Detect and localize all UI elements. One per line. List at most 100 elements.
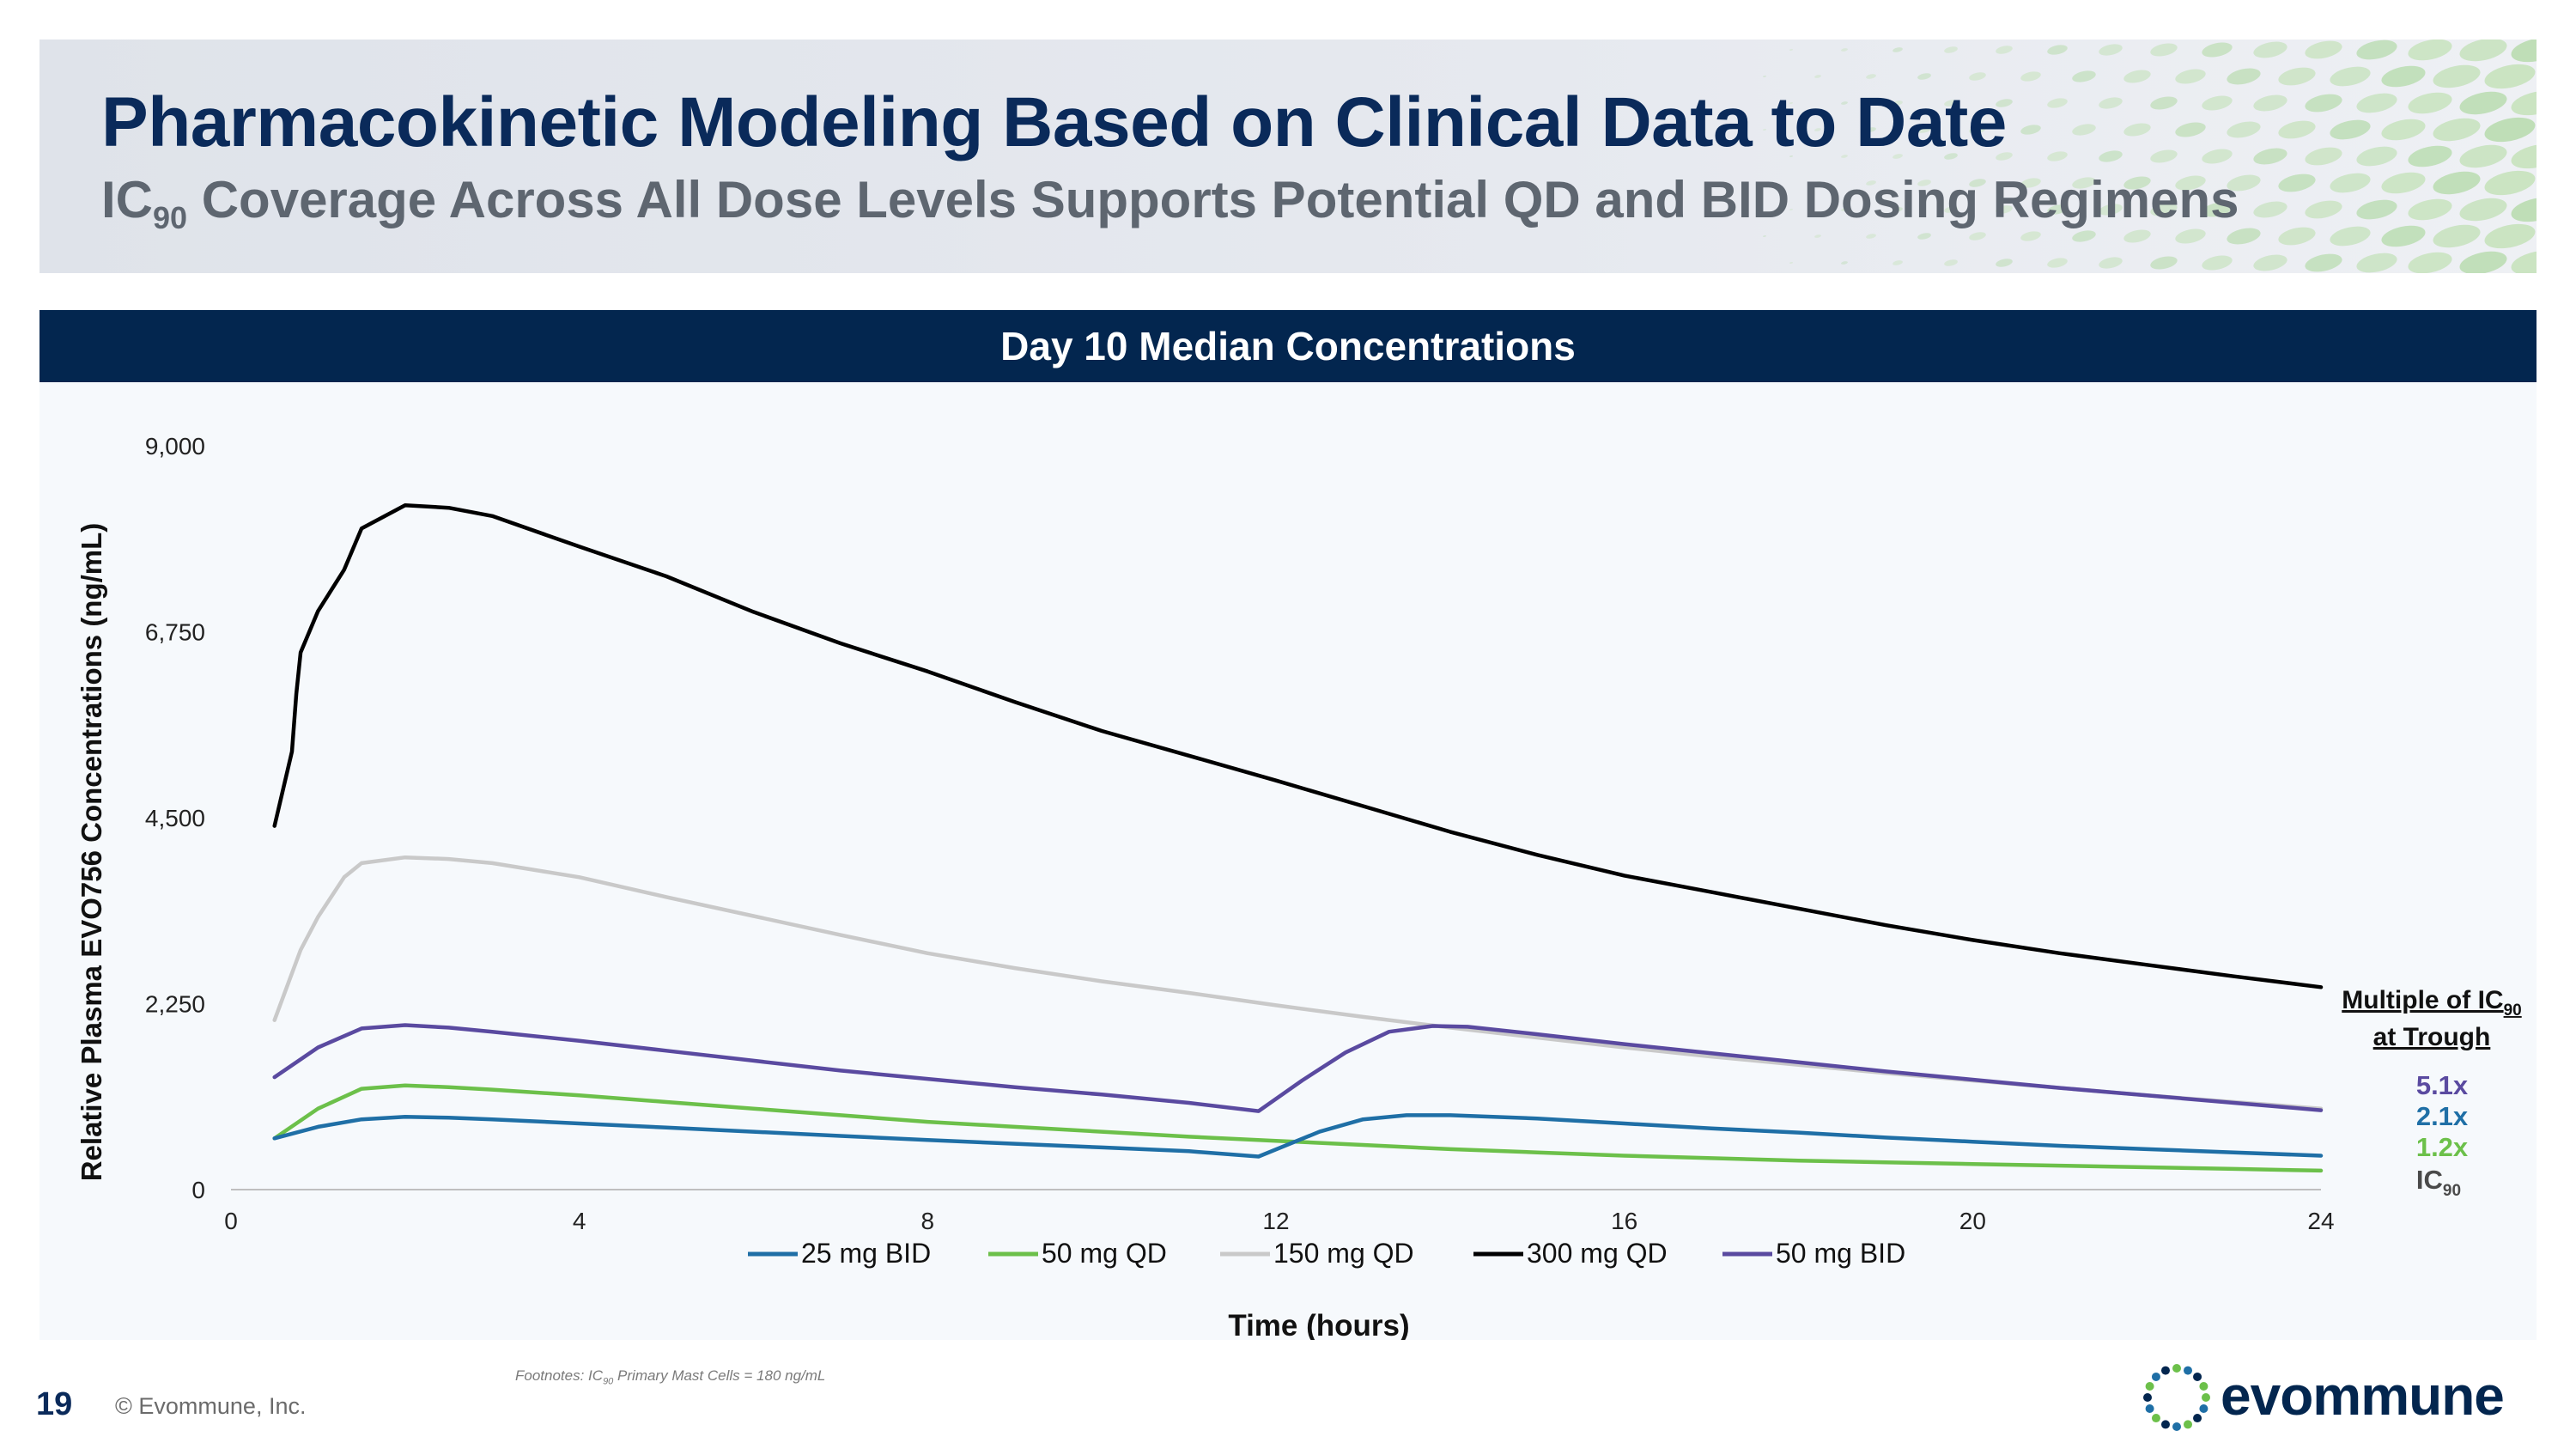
decor-dot bbox=[2433, 118, 2481, 142]
decor-dot bbox=[2227, 68, 2261, 85]
logo-dot bbox=[2199, 1381, 2208, 1391]
decor-dot bbox=[2381, 119, 2426, 141]
decor-dot bbox=[2305, 40, 2342, 59]
y-tick-label: 9,000 bbox=[145, 433, 205, 460]
legend-label: 300 mg QD bbox=[1527, 1238, 1668, 1269]
decor-dot bbox=[2459, 144, 2507, 168]
legend-label: 150 mg QD bbox=[1273, 1238, 1414, 1269]
decor-dot bbox=[2459, 251, 2507, 273]
decor-dot bbox=[2175, 69, 2206, 84]
logo-dot bbox=[2199, 1404, 2208, 1414]
decor-dot bbox=[2408, 198, 2452, 221]
decor-dot bbox=[2356, 93, 2397, 113]
annotation-title-line1: Multiple of IC90 bbox=[2342, 986, 2521, 1020]
decor-dot bbox=[1996, 259, 2013, 267]
decor-dot bbox=[2305, 253, 2342, 272]
logo-dot bbox=[2160, 1420, 2170, 1429]
y-tick-label: 2,250 bbox=[145, 991, 205, 1018]
decor-dot bbox=[1789, 262, 1793, 264]
logo-dot bbox=[2145, 1381, 2154, 1391]
decor-dot bbox=[2511, 250, 2537, 273]
annotation-title-prefix: Multiple of IC bbox=[2342, 986, 2503, 1014]
page-number: 19 bbox=[36, 1386, 73, 1422]
decor-dot bbox=[2459, 198, 2507, 222]
decor-dot bbox=[1893, 154, 1903, 159]
decor-dot bbox=[2123, 70, 2151, 83]
decor-dot bbox=[2381, 65, 2426, 88]
series-line-50-mg-qd bbox=[272, 1083, 2324, 1173]
copyright: © Evommune, Inc. bbox=[115, 1393, 307, 1419]
decor-dot bbox=[2202, 42, 2233, 58]
decor-dot bbox=[1789, 49, 1793, 51]
decor-dot bbox=[2278, 174, 2316, 192]
y-tick-label: 0 bbox=[191, 1177, 205, 1203]
subtitle-rest: Coverage Across All Dose Levels Supports… bbox=[187, 171, 2239, 228]
decor-dot bbox=[2123, 123, 2151, 137]
x-tick-label: 24 bbox=[2307, 1208, 2334, 1234]
legend-label: 50 mg BID bbox=[1776, 1238, 1905, 1269]
decor-dot bbox=[1866, 234, 1876, 239]
x-tick-label: 0 bbox=[224, 1208, 238, 1234]
decor-dot bbox=[1841, 208, 1848, 211]
footnote-prefix: Footnotes: IC bbox=[515, 1367, 604, 1384]
decor-dot bbox=[2020, 71, 2041, 82]
decor-dot bbox=[1917, 180, 1931, 186]
decor-dot bbox=[1841, 155, 1848, 158]
decor-dot bbox=[2123, 229, 2151, 243]
decor-dot bbox=[1969, 72, 1986, 81]
decor-dot bbox=[2123, 176, 2151, 190]
decor-dot bbox=[2381, 172, 2426, 194]
decor-dot bbox=[2459, 91, 2507, 115]
decor-dot bbox=[2433, 171, 2481, 195]
decor-dot bbox=[1866, 74, 1876, 79]
decor-dot bbox=[2484, 223, 2536, 249]
decor-dot bbox=[2356, 199, 2397, 220]
decor-dot bbox=[1893, 100, 1903, 106]
ic90-reference-label: IC90 bbox=[2416, 1165, 2461, 1200]
page-title: Pharmacokinetic Modeling Based on Clinic… bbox=[101, 83, 2007, 161]
decor-dot bbox=[1763, 129, 1766, 131]
decor-dot bbox=[2072, 70, 2096, 82]
decor-dot bbox=[2433, 64, 2481, 88]
decor-dot bbox=[2020, 178, 2041, 188]
decor-dot bbox=[2408, 145, 2452, 167]
decor-dot bbox=[2305, 147, 2342, 166]
decor-dot bbox=[1969, 125, 1986, 134]
footnote-subscript: 90 bbox=[603, 1376, 614, 1387]
decor-dot bbox=[2175, 228, 2206, 244]
decor-dot bbox=[2278, 67, 2316, 86]
decor-dot bbox=[2253, 201, 2287, 218]
decor-dot bbox=[1944, 206, 1958, 213]
decor-dot bbox=[2330, 119, 2371, 140]
decor-dot bbox=[2484, 170, 2536, 196]
decor-dot bbox=[2433, 224, 2481, 248]
x-tick-label: 12 bbox=[1262, 1208, 1289, 1234]
decor-dot bbox=[1969, 179, 1986, 187]
decor-dot bbox=[2202, 95, 2233, 111]
decor-dot bbox=[1866, 127, 1876, 132]
trough-multiple-label: 5.1x bbox=[2416, 1070, 2469, 1100]
logo-dot bbox=[2151, 1414, 2160, 1423]
decor-dot bbox=[2330, 226, 2371, 247]
decor-dot bbox=[2330, 173, 2371, 193]
decor-dot bbox=[2227, 121, 2261, 138]
decor-dot bbox=[2047, 98, 2068, 108]
decor-dot bbox=[1789, 102, 1793, 104]
decor-dot bbox=[2072, 177, 2096, 189]
decor-dot bbox=[2484, 117, 2536, 143]
decor-dot bbox=[1893, 260, 1903, 265]
pk-line-chart: 0 2,250 4,500 6,750 9,000 0 4 8 12 16 20 24 Relative… bbox=[76, 433, 2522, 1340]
decor-dot bbox=[1917, 73, 1931, 80]
decor-dot bbox=[2408, 252, 2452, 273]
decor-dot bbox=[2511, 90, 2537, 116]
decor-dot bbox=[2459, 40, 2507, 62]
decor-dot bbox=[2175, 122, 2206, 137]
decor-dot bbox=[2047, 258, 2068, 268]
annotation-title-line2: at Trough bbox=[2373, 1023, 2491, 1051]
page-subtitle: IC90 Coverage Across All Dose Levels Sup… bbox=[101, 170, 2239, 236]
decor-dot bbox=[1866, 180, 1876, 186]
decor-dot bbox=[1789, 155, 1793, 157]
logo-dot bbox=[2160, 1366, 2170, 1375]
footnote-rest: Primary Mast Cells = 180 ng/mL bbox=[613, 1367, 826, 1384]
x-tick-label: 8 bbox=[921, 1208, 935, 1234]
